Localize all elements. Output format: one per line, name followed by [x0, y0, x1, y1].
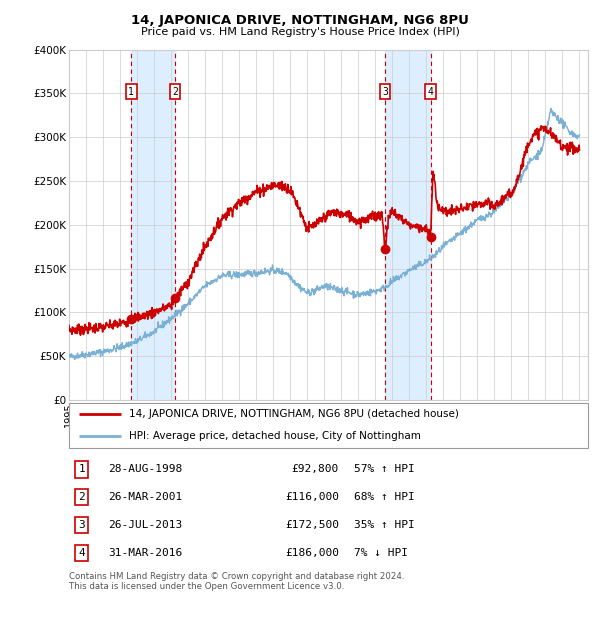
- Text: 7% ↓ HPI: 7% ↓ HPI: [355, 548, 409, 559]
- Text: 31-MAR-2016: 31-MAR-2016: [108, 548, 182, 559]
- Text: 1: 1: [79, 464, 85, 474]
- Text: 14, JAPONICA DRIVE, NOTTINGHAM, NG6 8PU: 14, JAPONICA DRIVE, NOTTINGHAM, NG6 8PU: [131, 14, 469, 27]
- Text: £116,000: £116,000: [285, 492, 339, 502]
- Text: 3: 3: [79, 520, 85, 530]
- Bar: [385, 50, 431, 400]
- Text: 28-AUG-1998: 28-AUG-1998: [108, 464, 182, 474]
- Text: £92,800: £92,800: [292, 464, 339, 474]
- Text: 26-MAR-2001: 26-MAR-2001: [108, 492, 182, 502]
- Text: 1: 1: [128, 87, 134, 97]
- Text: 4: 4: [79, 548, 85, 559]
- FancyBboxPatch shape: [69, 403, 588, 448]
- Text: 57% ↑ HPI: 57% ↑ HPI: [355, 464, 415, 474]
- Text: 26-JUL-2013: 26-JUL-2013: [108, 520, 182, 530]
- Text: Contains HM Land Registry data © Crown copyright and database right 2024.
This d: Contains HM Land Registry data © Crown c…: [69, 572, 404, 591]
- Text: 4: 4: [428, 87, 434, 97]
- Text: 2: 2: [79, 492, 85, 502]
- Bar: [131, 50, 175, 400]
- Text: 68% ↑ HPI: 68% ↑ HPI: [355, 492, 415, 502]
- Text: 3: 3: [382, 87, 388, 97]
- Text: 2: 2: [172, 87, 178, 97]
- Text: £186,000: £186,000: [285, 548, 339, 559]
- Text: 14, JAPONICA DRIVE, NOTTINGHAM, NG6 8PU (detached house): 14, JAPONICA DRIVE, NOTTINGHAM, NG6 8PU …: [128, 409, 458, 419]
- Text: 35% ↑ HPI: 35% ↑ HPI: [355, 520, 415, 530]
- Text: HPI: Average price, detached house, City of Nottingham: HPI: Average price, detached house, City…: [128, 432, 421, 441]
- Text: £172,500: £172,500: [285, 520, 339, 530]
- Text: Price paid vs. HM Land Registry's House Price Index (HPI): Price paid vs. HM Land Registry's House …: [140, 27, 460, 37]
